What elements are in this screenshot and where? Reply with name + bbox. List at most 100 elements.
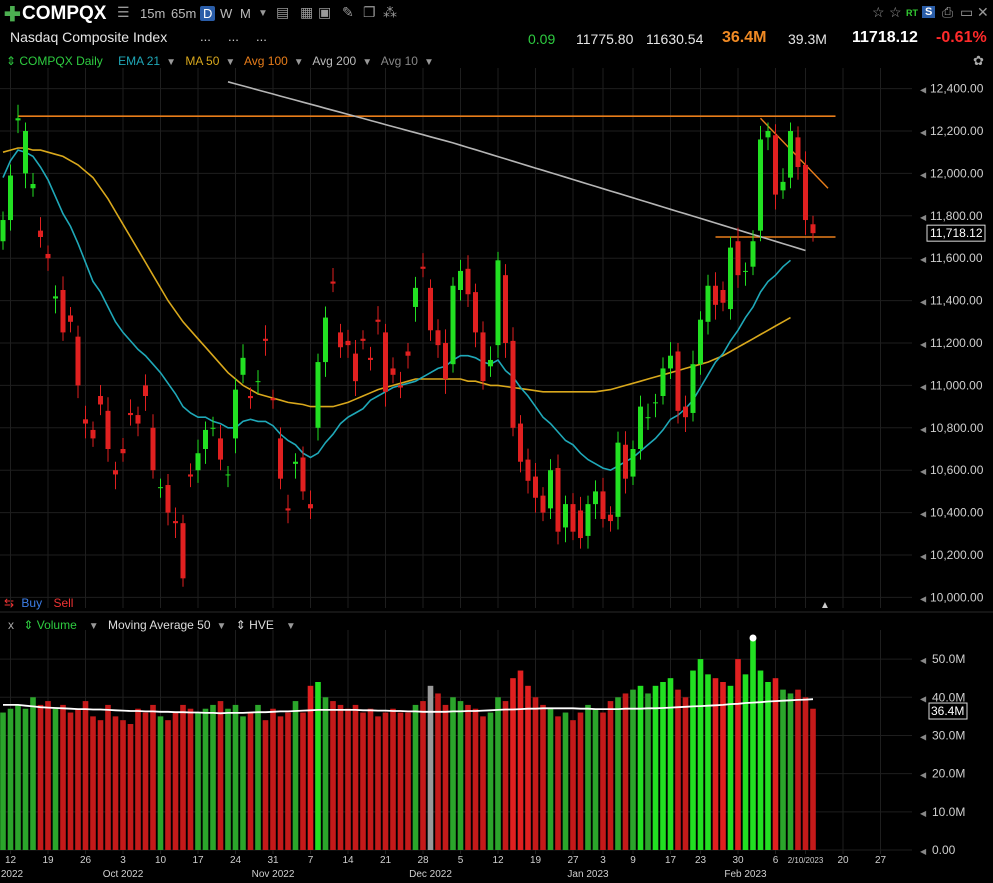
candle-body [390, 368, 396, 375]
volume-peak-marker [749, 634, 757, 642]
legend-hve[interactable]: ⇕ HVE [235, 618, 274, 632]
trade-icon: ⇆ [4, 596, 15, 610]
volume-bar [90, 716, 96, 850]
chart-type-icon[interactable]: ▤ [276, 4, 290, 20]
quote-low: 11630.54 [646, 31, 704, 47]
caret-down-icon[interactable]: ▼ [285, 621, 296, 632]
caret-down-icon[interactable]: ▼ [216, 621, 227, 632]
add-symbol-icon[interactable]: ✚ [4, 4, 21, 26]
volume-bar [375, 716, 381, 850]
volume-tick-label: 30.0M [932, 728, 965, 742]
candle-body [555, 468, 561, 532]
candle-body [548, 470, 553, 509]
volume-bar [172, 712, 179, 850]
candle-body [53, 296, 58, 299]
volume-bar [285, 712, 291, 850]
legend-volume[interactable]: ⇕ Volume [23, 618, 77, 632]
company-name: Nasdaq Composite Index [10, 29, 168, 45]
caret-down-icon[interactable]: ▼ [362, 57, 373, 68]
buy-button[interactable]: Buy [21, 596, 43, 610]
volume-bar [277, 716, 284, 850]
candle-body [338, 332, 343, 348]
caret-down-icon[interactable]: ▼ [258, 8, 268, 19]
candle-body [690, 364, 696, 413]
star-outline-icon[interactable]: ☆ [889, 4, 902, 20]
volume-bar [135, 708, 141, 850]
pencil-icon[interactable]: ✎ [342, 4, 354, 20]
candle-body [278, 438, 283, 479]
volume-bar [502, 701, 509, 850]
interval-15m[interactable]: 15m [140, 6, 166, 21]
volume-bar [315, 682, 321, 850]
calculator-icon[interactable]: ▣ [318, 4, 332, 20]
palette-icon[interactable]: ✿ [973, 53, 984, 68]
layers-icon[interactable]: ❐ [363, 4, 376, 20]
volume-bar [457, 701, 464, 850]
date-icon[interactable]: ▦ [300, 4, 314, 20]
candle-body [300, 457, 306, 492]
share-icon[interactable]: ⁂ [383, 4, 397, 20]
candle-body [285, 508, 291, 511]
print-icon[interactable]: ⎙ [942, 4, 954, 20]
close-volume-pane[interactable]: x [8, 618, 14, 632]
volume-bar [435, 693, 441, 850]
candle-body [353, 353, 358, 382]
legend-avg10[interactable]: Avg 10 [380, 54, 418, 68]
interval-weekly[interactable]: W [220, 6, 233, 21]
volume-bar [555, 716, 561, 850]
candle-body [128, 412, 133, 416]
list-icon[interactable]: ☰ [117, 4, 130, 20]
candle-body [788, 131, 793, 178]
date-tick-label: 14 [342, 855, 354, 866]
candle-body [585, 504, 591, 536]
quote-pct-change: -0.61% [936, 29, 987, 46]
candle-body [810, 224, 816, 234]
caret-down-icon[interactable]: ▼ [88, 621, 99, 632]
caret-down-icon[interactable]: ▼ [225, 57, 236, 68]
legend-ma50[interactable]: MA 50 [185, 54, 220, 68]
quote-volume: 36.4M [722, 29, 767, 46]
candle-body [630, 449, 636, 477]
interval-65m[interactable]: 65m [171, 6, 197, 21]
candle-body [435, 330, 441, 346]
legend-avg100[interactable]: Avg 100 [243, 54, 288, 68]
candle-body [413, 287, 418, 307]
candle-body [255, 381, 261, 383]
legend-avg200[interactable]: Avg 200 [312, 54, 357, 68]
sell-button[interactable]: Sell [53, 596, 74, 610]
interval-daily[interactable]: D [200, 6, 216, 21]
legend-volume-ma[interactable]: Moving Average 50 [108, 618, 211, 632]
volume-bar [37, 704, 44, 850]
interval-monthly[interactable]: M [240, 6, 251, 21]
symbol-input[interactable]: COMPQX [22, 3, 107, 24]
candle-body [165, 485, 171, 513]
volume-bar [637, 685, 644, 850]
caret-down-icon[interactable]: ▼ [423, 57, 434, 68]
candle-body [180, 523, 186, 579]
caret-down-icon[interactable]: ▼ [293, 57, 304, 68]
window-icon[interactable]: ▭ [960, 4, 974, 20]
quote-change: 0.09 [528, 31, 556, 47]
price-tick-label: 10,000.00 [930, 590, 984, 604]
star-icon[interactable]: ☆ [872, 4, 885, 20]
date-tick-label: 5 [458, 855, 464, 866]
legend-series[interactable]: ⇕ COMPQX Daily [6, 54, 103, 68]
tick-marker-icon: ◀ [920, 425, 927, 434]
collapse-icon[interactable]: ▲ [820, 600, 830, 611]
volume-bar [7, 708, 14, 850]
s-badge[interactable]: S [922, 6, 936, 18]
quote-placeholder: ... [256, 29, 267, 44]
volume-bar [112, 716, 119, 850]
close-icon[interactable]: ✕ [977, 4, 989, 20]
rt-badge[interactable]: RT [906, 8, 918, 18]
quote-placeholder: ... [228, 29, 239, 44]
volume-bar [615, 697, 621, 850]
volume-bar [142, 712, 149, 850]
candle-body [803, 164, 808, 221]
date-tick-label: 3 [600, 855, 606, 866]
caret-down-icon[interactable]: ▼ [166, 57, 177, 68]
candle-body [780, 181, 786, 191]
legend-ema21[interactable]: EMA 21 [118, 54, 161, 68]
price-tick-label: 11,200.00 [930, 336, 983, 350]
